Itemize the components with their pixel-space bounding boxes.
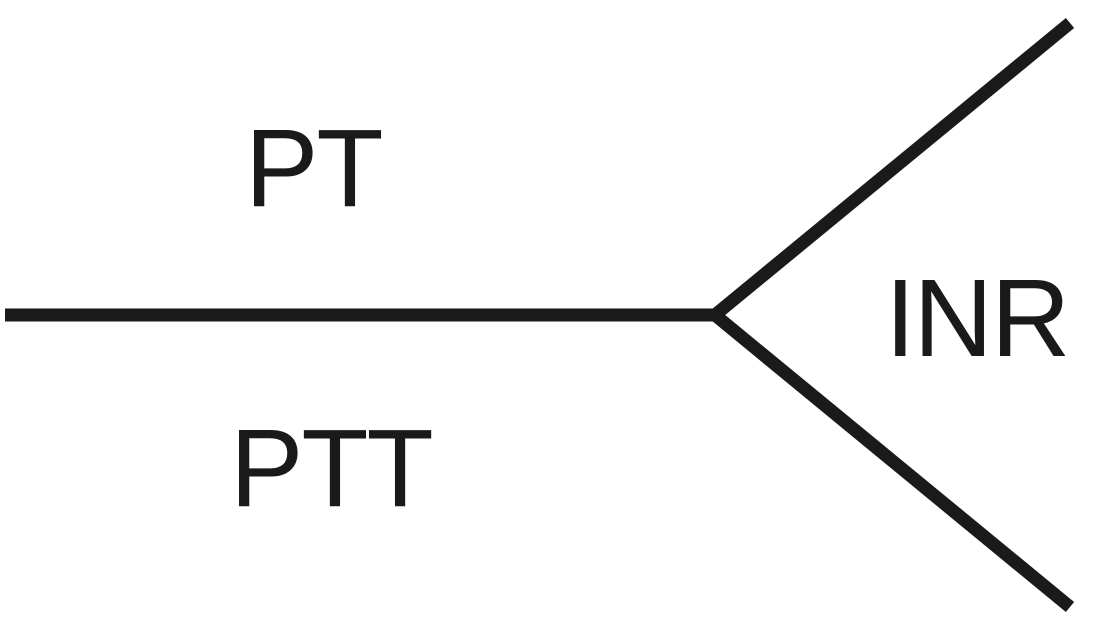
label-ptt: PTT bbox=[230, 405, 432, 532]
coag-fishbone-diagram: PT PTT INR bbox=[0, 0, 1100, 629]
label-inr: INR bbox=[885, 255, 1068, 382]
label-pt: PT bbox=[245, 105, 382, 232]
